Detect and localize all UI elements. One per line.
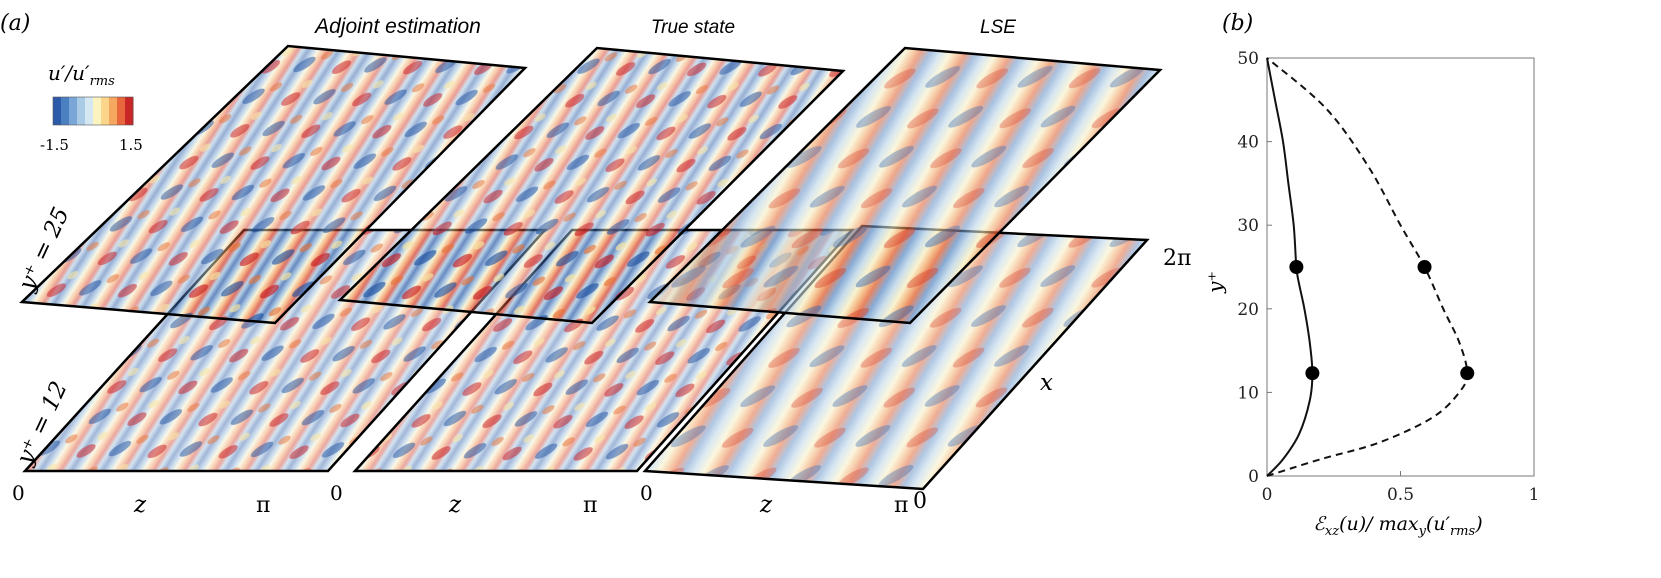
z-end-adjoint: π xyxy=(256,493,270,518)
colorbar-swatches xyxy=(53,97,134,125)
z-label-true: z xyxy=(448,492,462,518)
data-marker xyxy=(1289,260,1304,274)
column-title-adjoint: Adjoint estimation xyxy=(313,15,481,38)
z-end-lse: π xyxy=(894,493,908,518)
colorbar-swatch xyxy=(85,97,94,125)
column-title-lse: LSE xyxy=(980,17,1016,38)
data-marker xyxy=(1460,366,1475,381)
z-start-lse: 0 xyxy=(640,481,653,505)
panel-b-label: (b) xyxy=(1222,11,1253,36)
y-tick-label: 50 xyxy=(1237,49,1259,69)
chart-lines xyxy=(1266,57,1469,477)
z-label-adjoint: z xyxy=(133,492,147,518)
dashed-profile-line xyxy=(1266,57,1469,477)
colorbar-swatch xyxy=(101,97,110,125)
plot-frame xyxy=(1266,57,1535,477)
colorbar-swatch xyxy=(61,97,70,125)
colorbar-min-label: -1.5 xyxy=(40,136,69,154)
x-axis-label: x xyxy=(1040,370,1053,396)
x-axis-top: 2π xyxy=(1163,246,1191,271)
y-tick-label: 10 xyxy=(1237,383,1259,403)
chart-ylabel: y⁺ xyxy=(1203,271,1227,294)
x-axis-bottom: 0 xyxy=(913,489,927,514)
y-tick-label: 20 xyxy=(1237,300,1259,320)
colorbar-swatch xyxy=(77,97,86,125)
chart-xlabel: ℰxz(u)/ maxy(u′rms) xyxy=(1313,513,1482,539)
z-label-lse: z xyxy=(759,492,773,518)
data-marker xyxy=(1305,366,1320,381)
y-tick-label: 30 xyxy=(1237,216,1259,236)
y-tick-label: 0 xyxy=(1248,467,1259,487)
colorbar-swatch xyxy=(125,97,134,125)
column-title-true: True state xyxy=(651,17,735,38)
colorbar-max-label: 1.5 xyxy=(119,136,143,154)
upper-plane-true xyxy=(337,46,846,325)
x-tick-label: 1 xyxy=(1529,485,1540,505)
colorbar-swatch xyxy=(69,97,78,125)
x-tick-label: 0 xyxy=(1262,485,1273,505)
z-end-true: π xyxy=(583,493,597,518)
colorbar-swatch xyxy=(109,97,118,125)
colorbar-swatch xyxy=(93,97,102,125)
chart-markers xyxy=(1289,260,1475,381)
colorbar: u′/u′rms -1.5 1.5 xyxy=(40,61,143,154)
colorbar-swatch xyxy=(53,97,62,125)
upper-plane-adjoint xyxy=(19,44,528,325)
y-tick-label: 40 xyxy=(1237,133,1259,153)
panel-a-label: (a) xyxy=(0,11,30,36)
colorbar-swatch xyxy=(117,97,126,125)
x-tick-label: 0.5 xyxy=(1387,485,1414,505)
data-marker xyxy=(1417,260,1432,274)
upper-plane-lse xyxy=(647,46,1163,325)
solid-profile-line xyxy=(1266,57,1314,477)
z-start-adjoint: 0 xyxy=(12,481,25,505)
z-start-true: 0 xyxy=(330,481,343,505)
colorbar-title: u′/u′rms xyxy=(48,61,115,89)
